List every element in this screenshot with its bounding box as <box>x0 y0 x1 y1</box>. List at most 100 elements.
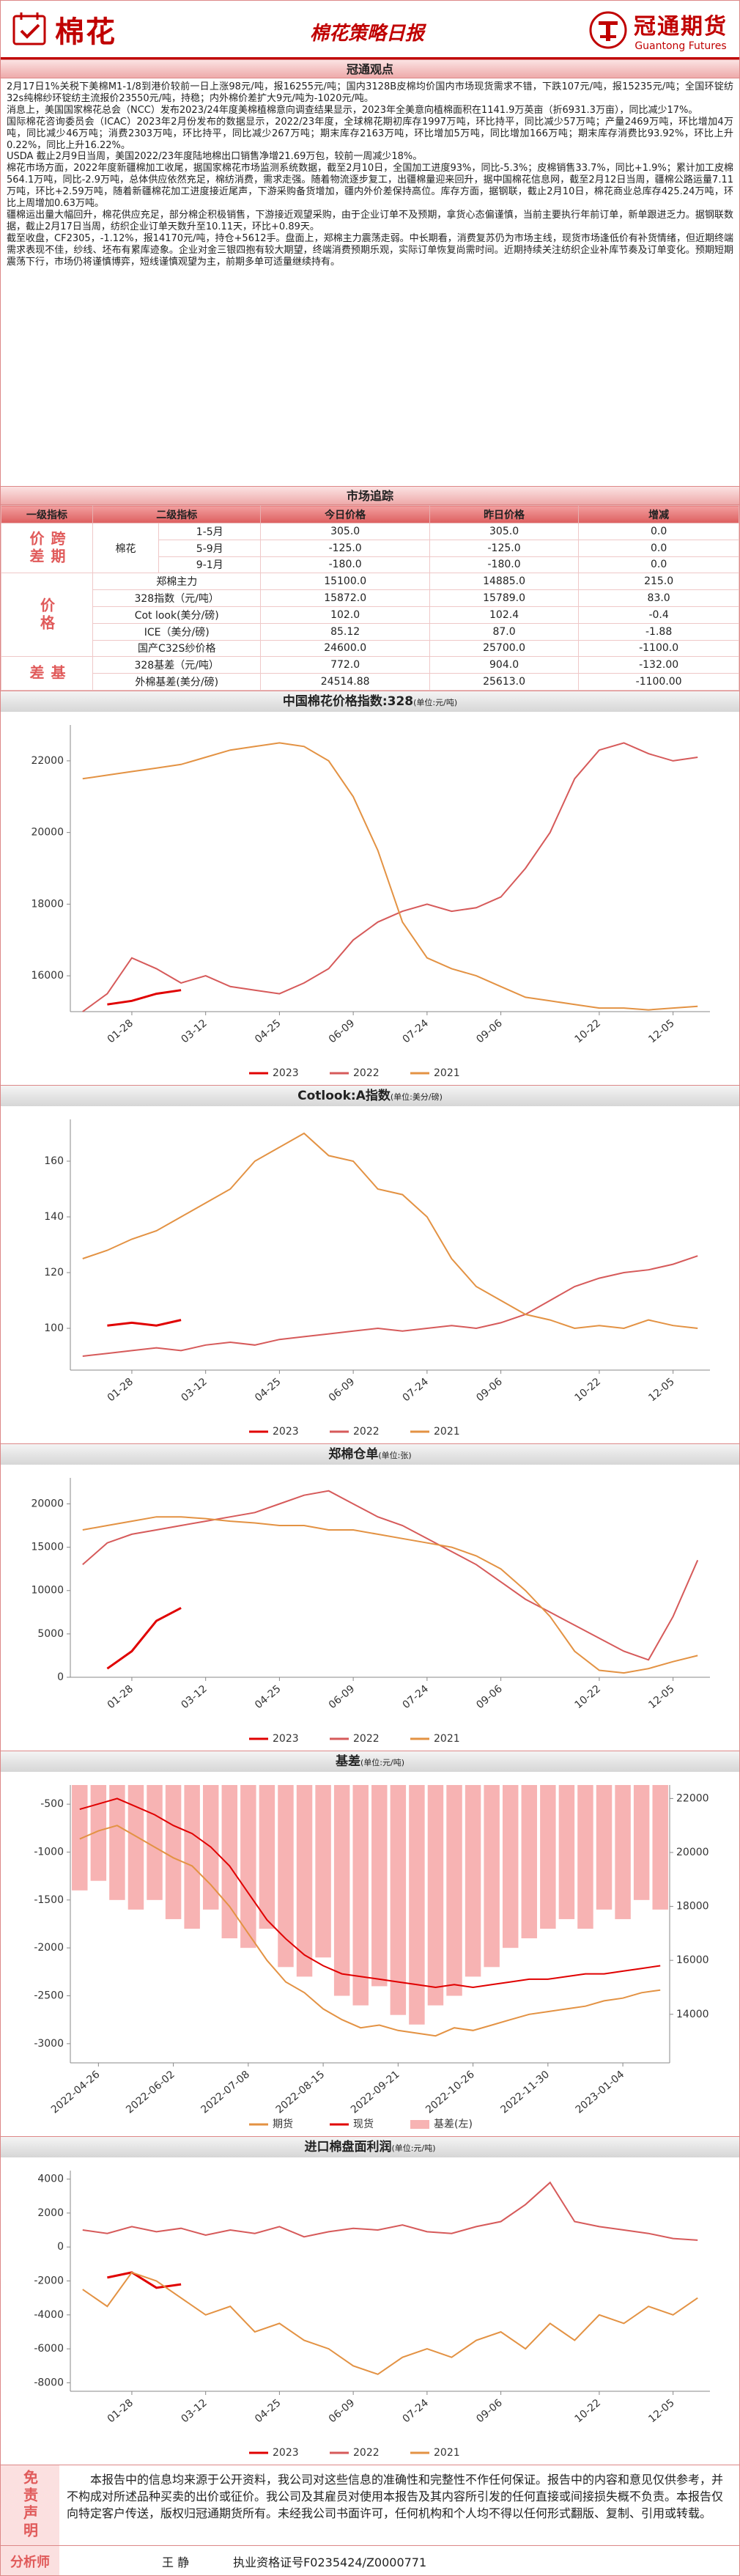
name-cell: 328基差（元/吨） <box>92 656 262 674</box>
name-cell: Cot look(美分/磅) <box>92 606 262 624</box>
value-cell: 87.0 <box>429 622 580 641</box>
header-cell: 二级指标 <box>92 505 262 523</box>
chart-unit: (单位:元/吨) <box>413 697 458 707</box>
bar <box>165 1784 182 1919</box>
y-tick-label: 18000 <box>31 898 64 910</box>
x-tick-label: 2022-04-26 <box>49 2069 103 2116</box>
bar <box>352 1784 369 2006</box>
y-tick-label: 22000 <box>31 755 64 767</box>
market-table: 一级指标 二级指标 今日价格 昨日价格 增减 跨期价差 棉花 1-5月 305.0 305.0 0.… <box>1 505 739 691</box>
chart: 进口棉盘面利润(单位:元/吨) -8000 -6000 -4000 -2000 0 2000… <box>1 2135 739 2465</box>
bar <box>427 1784 444 2006</box>
analyst-name: 王 静 <box>162 2555 190 2570</box>
bar <box>127 1784 144 1910</box>
section-title: 市场追踪 <box>1 486 739 505</box>
chart-plot: -3000 -2500 -2000 -1500 -1000 -500 14000 16000 1… <box>34 1784 709 2130</box>
chart-title: 郑棉仓单(单位:张) <box>1 1443 739 1465</box>
x-tick-label: 04-25 <box>253 1376 283 1404</box>
x-tick-label: 10-22 <box>573 1017 603 1045</box>
line-series <box>82 1516 698 1674</box>
disclaimer-text: 本报告中的信息均来源于公开资料，我公司对这些信息的准确性和完整性不作任何保证。报… <box>67 2472 724 2520</box>
bar <box>484 1784 500 1968</box>
x-tick-label: 2022-08-15 <box>274 2069 328 2116</box>
x-tick-label: 03-12 <box>179 1017 209 1045</box>
y-tick-label: -8000 <box>34 2377 64 2388</box>
disclaimer-label: 免责声明 <box>1 2465 59 2545</box>
charts: 中国棉花价格指数:328(单位:元/吨) 16000 18000 20000 22000… <box>1 690 739 2465</box>
line-series <box>79 1825 661 2037</box>
table-row: 基差 328基差（元/吨） 772.0 904.0 -132.00 <box>1 656 739 691</box>
value-cell: 102.0 <box>260 606 430 624</box>
chart: 基差(单位:元/吨) -3000 -2500 -2000 -1500 -1000 -500 1… <box>1 1750 739 2136</box>
x-tick-label: 07-24 <box>401 1376 432 1404</box>
y-tick-label: -500 <box>40 1798 64 1810</box>
y-tick-label: -2000 <box>34 2275 64 2286</box>
y-tick-label: -3000 <box>34 2038 64 2050</box>
legend-label: 现货 <box>353 2118 374 2130</box>
bar <box>315 1784 331 1958</box>
x-tick-label: 01-28 <box>106 1683 136 1711</box>
chart-title: Cotlook:A指数(单位:美分/磅) <box>1 1085 739 1106</box>
logo-icon <box>12 12 46 45</box>
chart: Cotlook:A指数(单位:美分/磅) 100 120 140 160 01-28 03-… <box>1 1084 739 1443</box>
bar <box>278 1784 294 1968</box>
x-tick-label: 2022-09-21 <box>349 2069 402 2116</box>
y2-tick-label: 18000 <box>676 1901 709 1913</box>
bar <box>521 1784 538 1939</box>
group-cell: 跨期价差 <box>1 522 93 574</box>
analyst-info: 王 静 执业资格证号F0235424/Z0000771 <box>59 2546 739 2575</box>
x-tick-label: 01-28 <box>106 1376 136 1404</box>
value-cell: 14885.0 <box>429 573 580 591</box>
name-cell: 9-1月 <box>158 556 262 574</box>
report-title: 棉花策略日报 <box>309 23 424 45</box>
bar <box>596 1784 613 1910</box>
bar <box>446 1784 462 1996</box>
legend-label: 2023 <box>273 2447 299 2459</box>
y-tick-label: 0 <box>57 1671 64 1683</box>
x-tick-label: 06-09 <box>327 1376 357 1404</box>
bar <box>577 1784 593 1929</box>
x-tick-label: 03-12 <box>179 1683 209 1711</box>
legend-label: 2023 <box>273 1067 299 1079</box>
bar <box>633 1784 650 1900</box>
chart-unit: (单位:元/吨) <box>360 1757 404 1767</box>
analysis-text: 2月17日1%关税下美棉M1-1/8到港价较前一日上涨98元/吨，报16255元… <box>1 78 739 486</box>
company-name: 冠通期货 <box>634 14 728 40</box>
bar <box>465 1784 481 1977</box>
y-tick-label: 160 <box>44 1155 64 1167</box>
header-cell: 昨日价格 <box>429 505 580 523</box>
x-tick-label: 07-24 <box>401 2397 432 2425</box>
x-tick-label: 12-05 <box>646 2397 676 2425</box>
disclaimer: 免责声明 本报告中的信息均来源于公开资料，我公司对这些信息的准确性和完整性不作任… <box>1 2464 739 2545</box>
table-row: 328指数（元/吨） 15872.0 15789.0 83.0 <box>1 589 739 607</box>
legend-label: 2021 <box>434 1733 460 1745</box>
paragraph: 消息上，美国国家棉花总会（NCC）发布2023/24年度美棉植棉意向调查结果显示… <box>7 104 698 116</box>
bar <box>558 1784 575 1919</box>
chart-title-text: 郑棉仓单 <box>328 1446 379 1462</box>
legend-label: 2021 <box>434 2447 460 2459</box>
bar <box>296 1784 313 1977</box>
value-cell: 24600.0 <box>260 639 430 658</box>
y-tick-label: 4000 <box>37 2174 64 2185</box>
chart-title-text: 进口棉盘面利润 <box>304 2139 392 2154</box>
chart-title: 进口棉盘面利润(单位:元/吨) <box>1 2136 739 2157</box>
analyst: 分析师 王 静 执业资格证号F0235424/Z0000771 <box>1 2544 739 2575</box>
y-tick-label: 16000 <box>31 970 64 982</box>
value-cell: -1100.0 <box>578 639 739 658</box>
value-cell: 85.12 <box>260 622 430 641</box>
value-cell: 0.0 <box>578 539 739 557</box>
name-cell: 5-9月 <box>158 539 262 557</box>
paragraph: 2月17日1%关税下美棉M1-1/8到港价较前一日上涨98元/吨，报16255元… <box>7 81 733 104</box>
sub-cell: 棉花 <box>92 522 159 574</box>
y2-tick-label: 22000 <box>676 1792 709 1804</box>
paragraph: 国际棉花咨询委员会（ICAC）2023年2月份发布的数据显示，2022/23年度… <box>7 116 733 151</box>
name-cell: 国产C32S纱价格 <box>92 639 262 658</box>
legend-label: 2023 <box>273 1733 299 1745</box>
x-tick-label: 10-22 <box>573 1683 603 1711</box>
value-cell: 904.0 <box>429 656 580 674</box>
line-series <box>79 1797 661 1988</box>
analyst-label: 分析师 <box>1 2545 59 2575</box>
y-tick-label: 20000 <box>31 1498 64 1509</box>
chart-title: 基差(单位:元/吨) <box>1 1751 739 1772</box>
